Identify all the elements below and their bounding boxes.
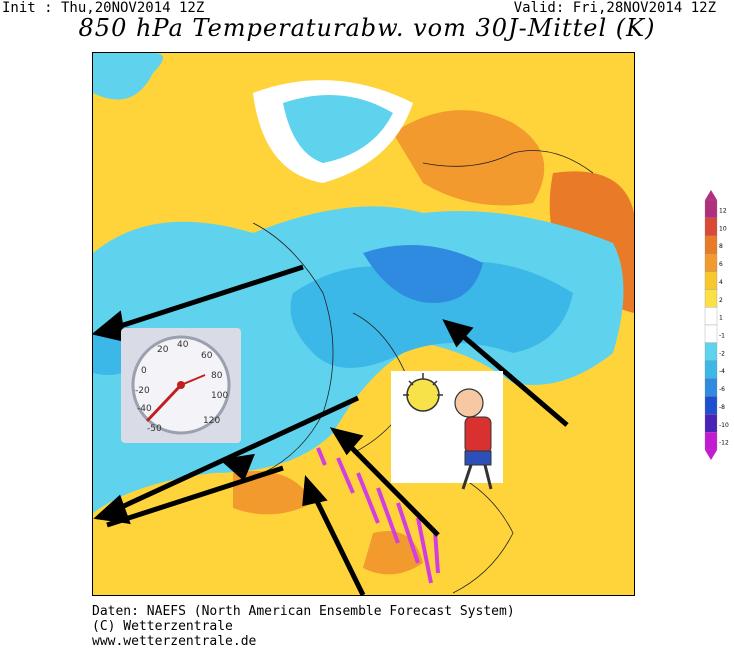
coastline [252,222,334,474]
temperature-anomaly-map: 20 40 60 80 100 120 0 -20 -40 -50 [92,52,635,596]
coastline [452,472,514,594]
legend-level-label: 6 [719,261,723,268]
thermometer-scale-minus20: -20 [135,386,150,396]
legend-level-label: 12 [719,208,727,215]
strong-cold-anomaly-area [363,245,483,303]
thermometer-scale-80: 80 [211,371,223,381]
coastline [422,150,594,174]
thermometer-scale-20: 20 [157,345,169,355]
legend-color-swatch [704,199,718,219]
legend-level-label: -4 [719,368,725,375]
cold-anomaly-area [290,261,573,368]
legend-bottom-arrow [705,450,717,460]
warm-anomaly-area [363,531,423,575]
data-source-footer: Daten: NAEFS (North American Ensemble Fo… [92,604,515,619]
map-canvas: 20 40 60 80 100 120 0 -20 -40 -50 [93,53,634,595]
thermometer-scale-40: 40 [177,340,189,350]
init-time-label: Init : Thu,20NOV2014 12Z [2,0,205,16]
flow-arrows [93,264,569,595]
thermometer-scale-minus40: -40 [137,404,152,414]
cold-anomaly-area [93,53,163,100]
legend-color-swatch [704,324,718,344]
warm-anomaly-area [393,110,545,206]
legend-level-label: 2 [719,297,723,304]
legend-color-swatch [704,235,718,254]
valid-time-label: Valid: Fri,28NOV2014 12Z [513,0,716,16]
legend-color-swatch [704,342,718,361]
legend-level-label: -2 [719,350,725,357]
legend-level-label: 8 [719,243,723,250]
thermometer-picture: 20 40 60 80 100 120 0 -20 -40 -50 [121,328,241,443]
thermometer-scale-100: 100 [211,391,228,401]
legend-level-label: -12 [719,440,729,447]
copyright-footer: (C) Wetterzentrale [92,619,233,634]
legend-level-label: 10 [719,225,727,232]
legend-color-swatch [704,306,718,326]
warm-anomaly-area [233,471,313,515]
thermometer-scale-120: 120 [203,416,220,426]
legend-color-swatch [704,217,718,236]
magenta-hatching [316,447,440,584]
legend-color-swatch [704,378,718,397]
thermometer-scale-minus50: -50 [147,424,162,434]
legend-top-arrow [705,190,717,200]
legend-level-label: -8 [719,404,725,411]
legend-color-swatch [704,414,718,433]
legend-level-label: 1 [719,315,723,322]
website-footer: www.wetterzentrale.de [92,634,257,649]
map-title: 850 hPa Temperaturabw. vom 30J-Mittel (K… [78,14,656,42]
legend-level-label: -6 [719,386,725,393]
legend-color-swatch [704,271,718,290]
cold-anomaly-area [283,95,393,163]
legend-color-swatch [704,431,718,451]
legend-level-label: -1 [719,333,725,340]
legend-color-swatch [704,253,718,272]
thermometer-scale-60: 60 [201,351,213,361]
legend-color-swatch [704,396,718,415]
legend-color-swatch [704,360,718,379]
thermometer-scale-0: 0 [141,366,147,376]
legend-level-label: -10 [719,422,729,429]
legend-level-label: 4 [719,279,723,286]
sweating-man-cartoon [391,371,503,490]
legend-color-swatch [704,289,718,308]
color-scale-legend: 12 10 8 6 4 2 1 -1 -2 -4 -6 -8 -10 -12 [704,190,729,460]
